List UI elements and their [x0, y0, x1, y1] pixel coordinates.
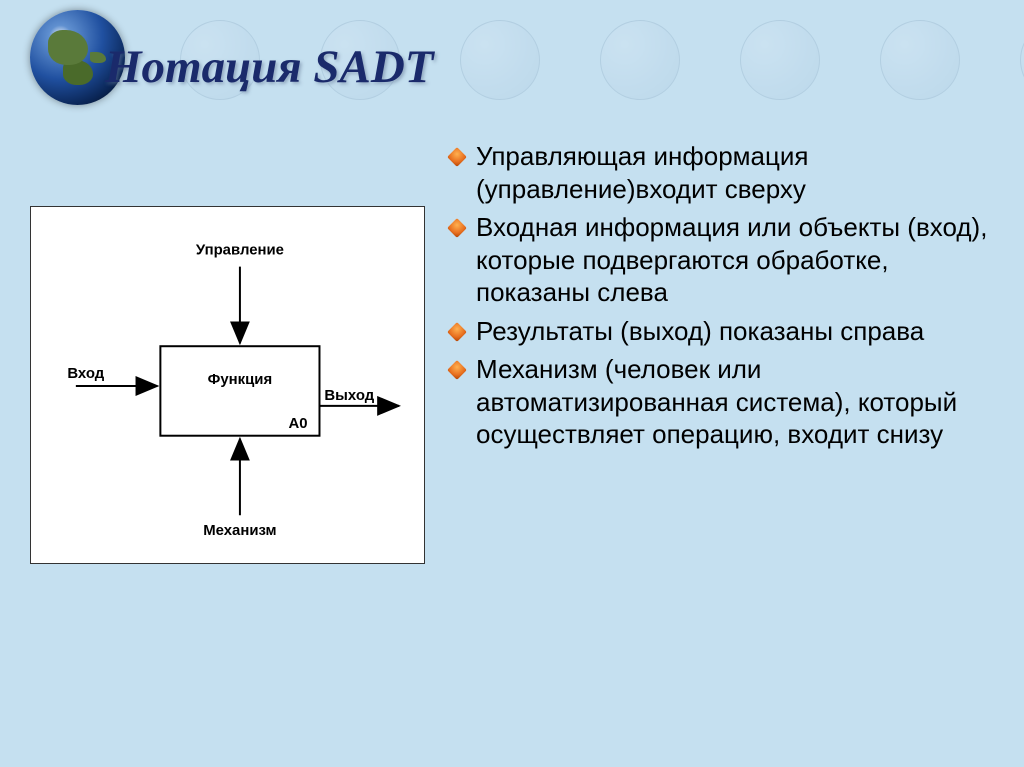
label-output: Выход — [324, 388, 374, 404]
function-box-label: Функция — [208, 372, 273, 388]
list-item: Управляющая информация (управление)входи… — [450, 140, 990, 205]
list-item: Результаты (выход) показаны справа — [450, 315, 990, 348]
page-title: Нотация SADT — [105, 40, 434, 94]
bullet-text: Управляющая информация (управление)входи… — [476, 140, 990, 205]
bullet-icon — [447, 218, 467, 238]
list-item: Входная информация или объекты (вход), к… — [450, 211, 990, 309]
bullet-icon — [447, 147, 467, 167]
bullet-icon — [447, 360, 467, 380]
sadt-diagram: Функция A0 Управление Вход Выход Механиз… — [30, 206, 425, 564]
bullet-text: Результаты (выход) показаны справа — [476, 315, 990, 348]
function-box-sublabel: A0 — [288, 416, 307, 432]
diagram-svg: Функция A0 Управление Вход Выход Механиз… — [31, 207, 424, 563]
bullet-icon — [447, 322, 467, 342]
bullet-list: Управляющая информация (управление)входи… — [450, 140, 990, 457]
bullet-text: Входная информация или объекты (вход), к… — [476, 211, 990, 309]
list-item: Механизм (человек или автоматизированная… — [450, 353, 990, 451]
label-control: Управление — [196, 243, 284, 259]
label-input: Вход — [67, 366, 104, 382]
label-mechanism: Механизм — [203, 523, 276, 539]
bullet-text: Механизм (человек или автоматизированная… — [476, 353, 990, 451]
